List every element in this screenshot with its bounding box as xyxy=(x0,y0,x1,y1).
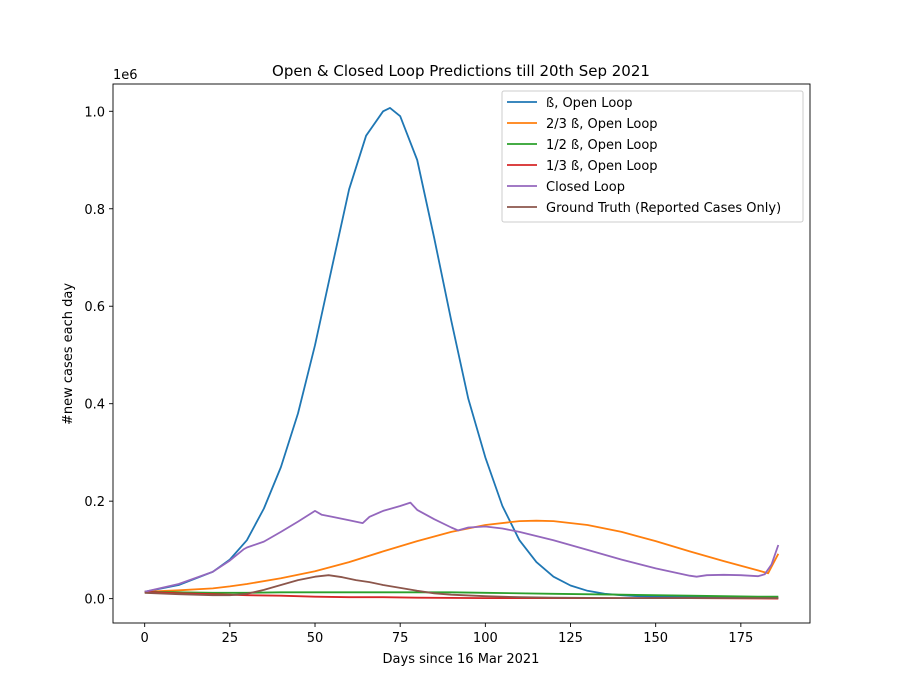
legend-entry-1: 2/3 ß, Open Loop xyxy=(546,117,658,132)
x-tick-label: 175 xyxy=(728,631,753,646)
y-tick-label: 1.0 xyxy=(84,105,105,120)
legend-entry-5: Ground Truth (Reported Cases Only) xyxy=(546,201,781,216)
series-line-4 xyxy=(144,501,780,593)
y-axis-label: #new cases each day xyxy=(61,283,76,425)
y-tick-label: 0.4 xyxy=(84,398,105,413)
y-axis: 0.0 0.2 0.4 0.6 0.8 1.0 xyxy=(84,105,113,608)
series-line-5 xyxy=(144,574,779,599)
x-axis: 0 25 50 75 100 125 150 175 xyxy=(141,623,753,646)
y-tick-label: 0.2 xyxy=(84,495,105,510)
x-tick-label: 150 xyxy=(643,631,668,646)
x-tick-label: 75 xyxy=(392,631,409,646)
x-axis-label: Days since 16 Mar 2021 xyxy=(383,652,540,667)
legend-entry-0: ß, Open Loop xyxy=(546,96,632,111)
x-tick-label: 125 xyxy=(558,631,583,646)
y-offset-label: 1e6 xyxy=(113,68,138,83)
chart-title: Open & Closed Loop Predictions till 20th… xyxy=(272,62,650,80)
y-tick-label: 0.8 xyxy=(84,203,105,218)
y-tick-label: 0.6 xyxy=(84,300,105,315)
x-tick-label: 25 xyxy=(222,631,239,646)
plot-lines xyxy=(144,107,780,600)
series-line-2 xyxy=(144,590,779,598)
x-tick-label: 50 xyxy=(307,631,324,646)
series-line-1 xyxy=(144,519,780,593)
x-tick-label: 100 xyxy=(473,631,498,646)
legend-entry-4: Closed Loop xyxy=(546,180,625,195)
legend-entry-2: 1/2 ß, Open Loop xyxy=(546,138,658,153)
legend-entry-3: 1/3 ß, Open Loop xyxy=(546,159,658,174)
plot-frame xyxy=(112,83,811,624)
legend: ß, Open Loop 2/3 ß, Open Loop 1/2 ß, Open … xyxy=(501,90,804,223)
y-tick-label: 0.0 xyxy=(84,593,105,608)
legend-box xyxy=(501,90,804,223)
x-tick-label: 0 xyxy=(141,631,149,646)
